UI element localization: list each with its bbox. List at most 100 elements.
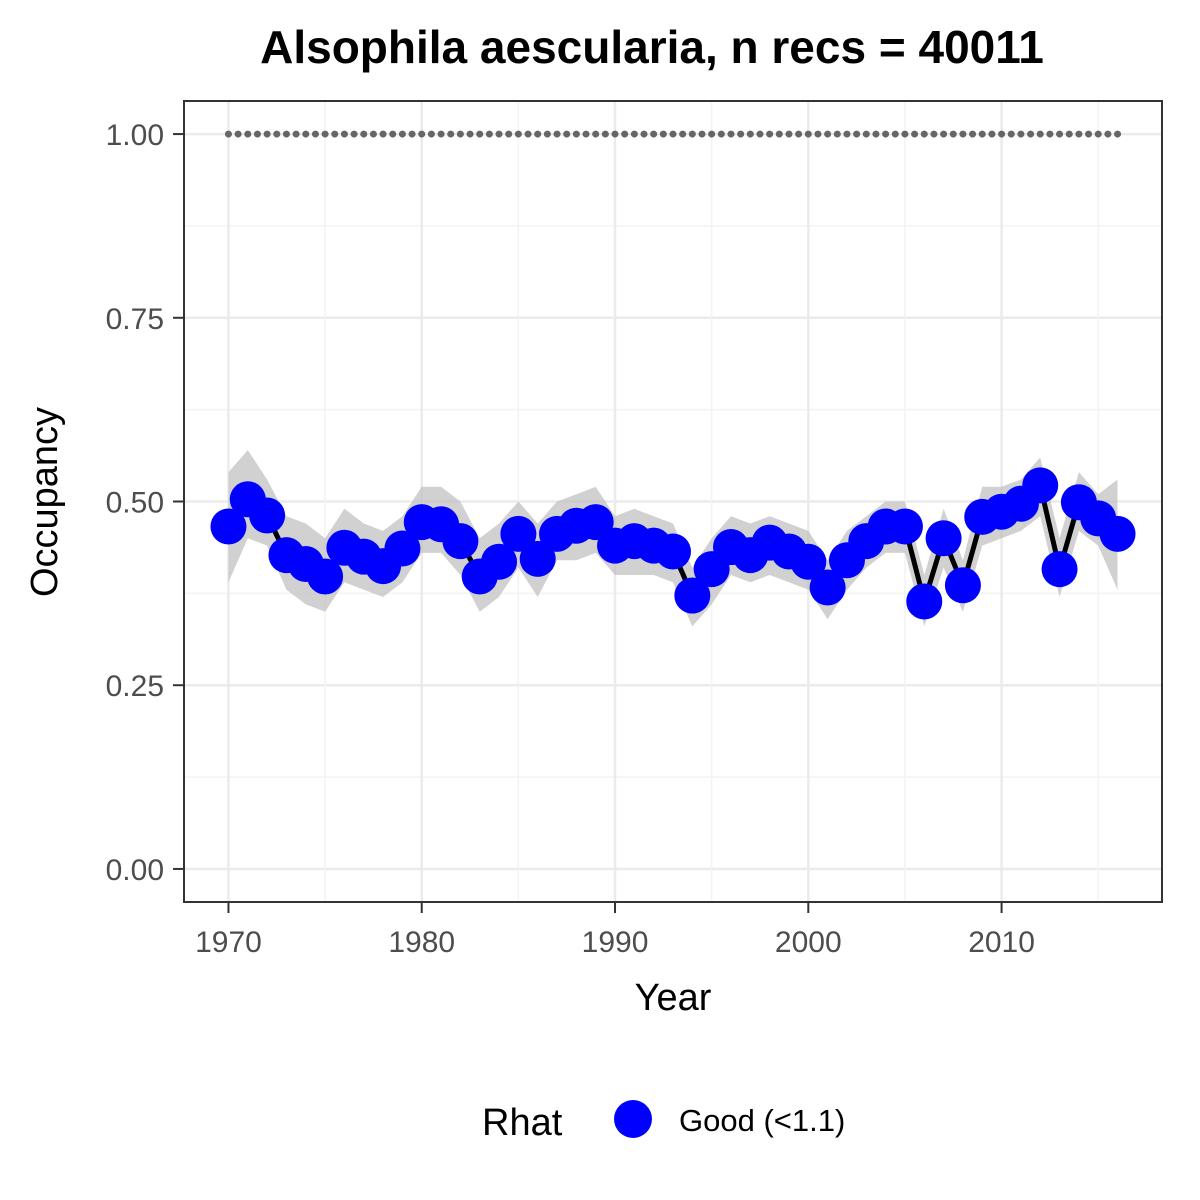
data-point: [906, 583, 943, 620]
reference-point: [785, 130, 793, 138]
reference-point: [988, 130, 996, 138]
reference-point: [998, 130, 1006, 138]
reference-point: [563, 130, 571, 138]
reference-point: [775, 130, 783, 138]
reference-point: [843, 130, 851, 138]
reference-point: [940, 130, 948, 138]
reference-point: [437, 130, 445, 138]
reference-point: [582, 130, 590, 138]
data-point: [790, 543, 827, 580]
x-tick-label: 1990: [582, 926, 649, 959]
reference-point: [698, 130, 706, 138]
reference-point: [756, 130, 764, 138]
reference-point: [1065, 130, 1073, 138]
reference-line: [224, 130, 1122, 138]
chart-title: Alsophila aescularia, n recs = 40011: [260, 21, 1044, 73]
data-point: [1099, 515, 1136, 552]
reference-point: [379, 130, 387, 138]
reference-point: [891, 130, 899, 138]
x-tick-label: 2000: [775, 926, 842, 959]
y-tick-label: 1.00: [106, 119, 164, 152]
reference-point: [398, 130, 406, 138]
data-point: [886, 508, 923, 545]
reference-point: [360, 130, 368, 138]
reference-point: [833, 130, 841, 138]
y-tick-label: 0.00: [106, 854, 164, 887]
reference-point: [1036, 130, 1044, 138]
reference-point: [476, 130, 484, 138]
reference-point: [321, 130, 329, 138]
reference-point: [553, 130, 561, 138]
data-point: [655, 533, 691, 570]
reference-point: [1046, 130, 1054, 138]
reference-point: [543, 130, 551, 138]
reference-point: [1007, 130, 1015, 138]
reference-point: [331, 130, 339, 138]
reference-point: [263, 130, 271, 138]
legend: Rhat Good (<1.1): [482, 1100, 845, 1144]
reference-point: [418, 130, 426, 138]
data-point: [1041, 551, 1078, 588]
reference-point: [485, 130, 493, 138]
reference-point: [224, 130, 232, 138]
reference-point: [679, 130, 687, 138]
reference-point: [1085, 130, 1093, 138]
reference-point: [389, 130, 397, 138]
reference-point: [505, 130, 513, 138]
reference-point: [795, 130, 803, 138]
reference-point: [273, 130, 281, 138]
reference-point: [930, 130, 938, 138]
y-tick-label: 0.50: [106, 487, 164, 520]
reference-point: [408, 130, 416, 138]
reference-point: [1075, 130, 1083, 138]
data-point: [481, 543, 518, 580]
reference-point: [872, 130, 880, 138]
reference-point: [253, 130, 261, 138]
reference-point: [1027, 130, 1035, 138]
y-axis: 0.00 0.25 0.50 0.75 1.00: [106, 119, 184, 887]
reference-point: [495, 130, 503, 138]
reference-point: [862, 130, 870, 138]
data-point: [1022, 467, 1059, 504]
reference-point: [920, 130, 928, 138]
reference-point: [766, 130, 774, 138]
reference-point: [592, 130, 600, 138]
reference-point: [824, 130, 832, 138]
reference-point: [717, 130, 725, 138]
reference-point: [804, 130, 812, 138]
reference-point: [650, 130, 658, 138]
y-tick-label: 0.75: [106, 303, 164, 336]
y-tick-label: 0.25: [106, 670, 164, 703]
data-point: [210, 508, 247, 545]
reference-point: [1017, 130, 1025, 138]
reference-point: [427, 130, 435, 138]
x-axis: 1970 1980 1990 2000 2010: [195, 902, 1035, 959]
plot-area: [183, 100, 1163, 903]
reference-point: [911, 130, 919, 138]
reference-point: [1056, 130, 1064, 138]
data-point: [674, 577, 711, 614]
reference-point: [978, 130, 986, 138]
reference-point: [514, 130, 522, 138]
reference-point: [727, 130, 735, 138]
reference-point: [524, 130, 532, 138]
reference-point: [853, 130, 861, 138]
reference-point: [1094, 130, 1102, 138]
reference-point: [611, 130, 619, 138]
x-axis-title: Year: [635, 977, 712, 1019]
y-axis-title: Occupancy: [24, 407, 66, 597]
reference-point: [311, 130, 319, 138]
reference-point: [630, 130, 638, 138]
data-points: [210, 467, 1136, 620]
reference-point: [466, 130, 474, 138]
reference-point: [959, 130, 967, 138]
reference-point: [456, 130, 464, 138]
reference-point: [969, 130, 977, 138]
reference-point: [292, 130, 300, 138]
data-point: [519, 540, 556, 577]
reference-point: [340, 130, 348, 138]
reference-point: [534, 130, 542, 138]
reference-point: [572, 130, 580, 138]
reference-point: [669, 130, 677, 138]
